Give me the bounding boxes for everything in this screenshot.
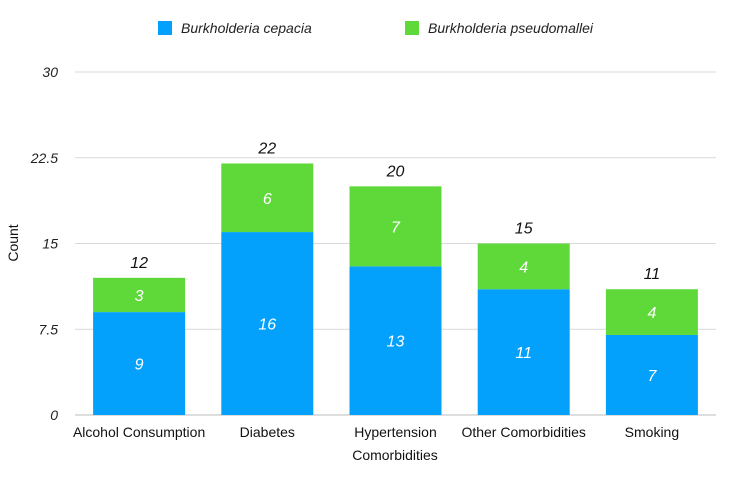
y-tick-label: 0 bbox=[50, 407, 58, 423]
x-tick-label: Smoking bbox=[625, 424, 679, 440]
data-labels: 9 3 12 16 6 22 13 7 20 11 4 15 7 4 11 bbox=[130, 140, 660, 385]
total-label: 15 bbox=[515, 221, 533, 238]
total-label: 20 bbox=[386, 163, 405, 180]
segment-label: 6 bbox=[263, 191, 272, 208]
total-label: 22 bbox=[257, 140, 276, 157]
x-tick-label: Hypertension bbox=[354, 424, 437, 440]
bar-segment bbox=[477, 243, 570, 290]
segment-label: 7 bbox=[647, 368, 657, 385]
y-tick-label: 22.5 bbox=[30, 150, 58, 166]
bar-segment bbox=[93, 277, 186, 313]
bars bbox=[93, 163, 698, 415]
legend-label: Burkholderia pseudomallei bbox=[428, 20, 594, 36]
bar-segment bbox=[477, 289, 570, 415]
x-axis-title: Comorbidities bbox=[352, 447, 438, 463]
segment-label: 4 bbox=[647, 305, 656, 322]
bar-segment bbox=[221, 163, 314, 233]
legend-label: Burkholderia cepacia bbox=[181, 20, 312, 36]
y-tick-label: 30 bbox=[42, 64, 58, 80]
bar-segment bbox=[349, 186, 442, 267]
segment-label: 4 bbox=[519, 259, 528, 276]
bar-segment bbox=[221, 232, 314, 415]
x-axis-ticks: Alcohol Consumption Diabetes Hypertension O… bbox=[73, 424, 679, 440]
legend: Burkholderia cepacia Burkholderia pseudom… bbox=[158, 20, 594, 36]
bar-segment bbox=[93, 312, 186, 415]
y-axis-title: Count bbox=[5, 224, 21, 261]
legend-swatch bbox=[405, 21, 419, 35]
y-tick-label: 15 bbox=[42, 236, 58, 252]
total-label: 11 bbox=[644, 266, 661, 283]
x-tick-label: Other Comorbidities bbox=[461, 424, 586, 440]
segment-label: 13 bbox=[387, 334, 405, 351]
segment-label: 3 bbox=[135, 288, 144, 305]
segment-label: 11 bbox=[515, 345, 532, 362]
y-tick-label: 7.5 bbox=[39, 321, 59, 337]
segment-label: 7 bbox=[391, 219, 401, 236]
bar-segment bbox=[349, 266, 442, 415]
x-tick-label: Diabetes bbox=[240, 424, 295, 440]
segment-label: 16 bbox=[258, 317, 276, 334]
legend-swatch bbox=[158, 21, 172, 35]
total-label: 12 bbox=[130, 255, 148, 272]
bar-segment bbox=[605, 289, 698, 335]
x-tick-label: Alcohol Consumption bbox=[73, 424, 205, 440]
y-axis-ticks: 0 7.5 15 22.5 30 bbox=[30, 64, 58, 423]
bar-segment bbox=[605, 334, 698, 415]
segment-label: 9 bbox=[135, 357, 144, 374]
